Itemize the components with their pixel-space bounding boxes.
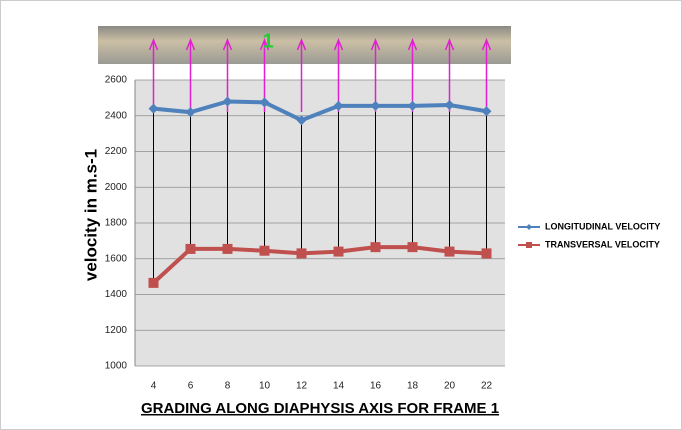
legend-label: TRANSVERSAL VELOCITY bbox=[545, 239, 660, 249]
y-tick-label: 2600 bbox=[105, 75, 128, 86]
point bbox=[407, 242, 418, 253]
point bbox=[296, 248, 307, 259]
point bbox=[333, 246, 344, 257]
y-tick-label: 2400 bbox=[105, 110, 128, 121]
arrow-head bbox=[370, 37, 381, 51]
arrow-head bbox=[444, 37, 455, 51]
arrow-head bbox=[148, 37, 159, 51]
point bbox=[222, 243, 233, 254]
series-line bbox=[152, 245, 487, 285]
point bbox=[407, 100, 418, 111]
point bbox=[370, 100, 381, 111]
bone-image bbox=[98, 26, 511, 64]
arrow-head bbox=[407, 37, 418, 51]
point bbox=[148, 103, 159, 114]
y-tick-label: 2000 bbox=[105, 182, 128, 193]
point bbox=[370, 242, 381, 253]
x-tick-label: 22 bbox=[481, 381, 493, 392]
arrow-head bbox=[185, 37, 196, 51]
point bbox=[296, 115, 307, 126]
y-tick-label: 2200 bbox=[105, 146, 128, 157]
y-tick-label: 1400 bbox=[105, 289, 128, 300]
arrow-head bbox=[222, 37, 233, 51]
y-tick-label: 1600 bbox=[105, 253, 128, 264]
legend-marker bbox=[526, 242, 532, 248]
series-line bbox=[153, 99, 487, 123]
y-tick-label: 1000 bbox=[105, 361, 128, 372]
x-tick-label: 4 bbox=[151, 381, 157, 392]
arrow-head bbox=[296, 37, 307, 51]
point bbox=[259, 97, 270, 108]
point bbox=[333, 100, 344, 111]
point bbox=[481, 248, 492, 259]
legend-label: LONGITUDINAL VELOCITY bbox=[545, 221, 660, 231]
x-tick-label: 10 bbox=[259, 381, 271, 392]
y-axis-label: velocity in m.s-1 bbox=[81, 149, 100, 281]
arrow-head bbox=[259, 37, 270, 51]
x-tick-label: 12 bbox=[296, 381, 308, 392]
x-tick-label: 18 bbox=[407, 381, 419, 392]
y-tick-label: 1800 bbox=[105, 218, 128, 229]
point bbox=[444, 100, 455, 111]
x-tick-label: 14 bbox=[333, 381, 345, 392]
x-tick-label: 8 bbox=[225, 381, 231, 392]
legend-marker bbox=[526, 224, 532, 230]
arrow-head bbox=[333, 37, 344, 51]
annotation: 1 bbox=[262, 30, 273, 52]
point bbox=[185, 243, 196, 254]
point bbox=[185, 107, 196, 118]
arrow-head bbox=[481, 37, 492, 51]
x-axis-label: GRADING ALONG DIAPHYSIS AXIS FOR FRAME 1 bbox=[141, 400, 499, 417]
x-tick-label: 16 bbox=[370, 381, 382, 392]
point bbox=[259, 245, 270, 256]
point bbox=[148, 277, 159, 288]
x-tick-label: 6 bbox=[188, 381, 194, 392]
point bbox=[481, 106, 492, 117]
y-tick-label: 1200 bbox=[105, 325, 128, 336]
x-tick-label: 20 bbox=[444, 381, 456, 392]
point bbox=[444, 246, 455, 257]
point bbox=[222, 96, 233, 107]
